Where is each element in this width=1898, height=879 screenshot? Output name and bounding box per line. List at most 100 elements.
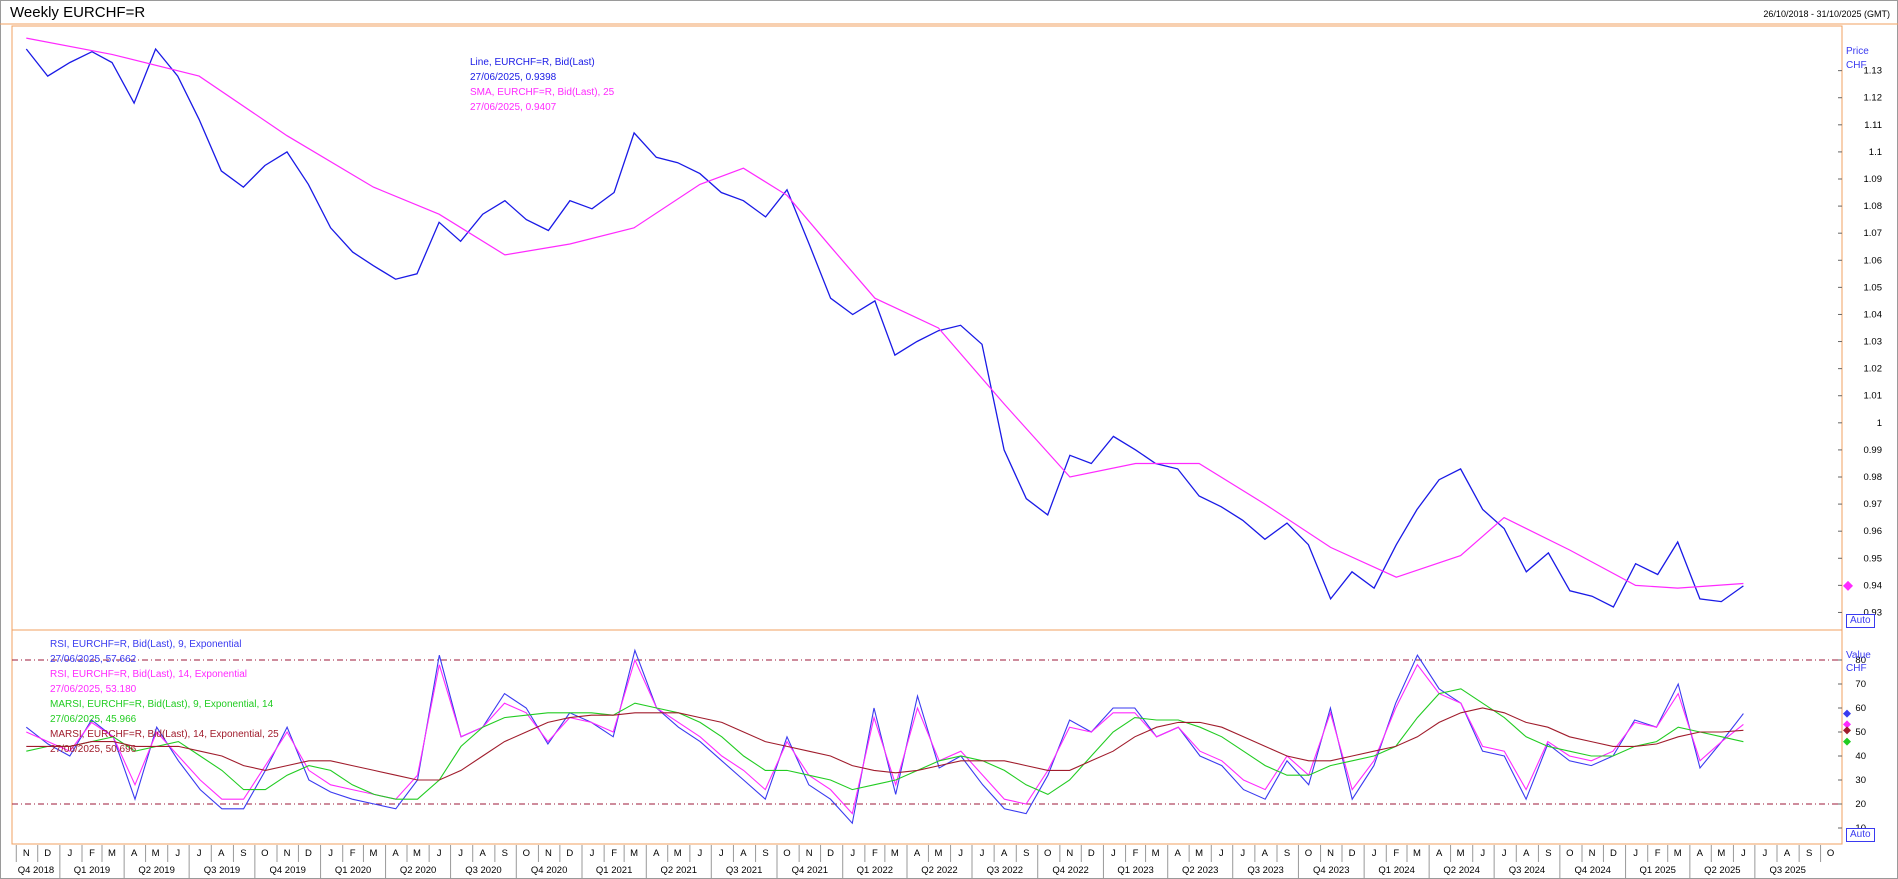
x-month-label: J — [1240, 848, 1245, 859]
rsi-legend-line: 27/06/2025, 45.966 — [50, 714, 137, 725]
x-quarter-label: Q4 2021 — [792, 865, 828, 876]
x-month-label: D — [1088, 848, 1095, 859]
price-legend: Line, EURCHF=R, Bid(Last) 27/06/2025, 0.9… — [470, 57, 615, 113]
x-month-label: M — [891, 848, 899, 859]
x-quarter-label: Q4 2020 — [531, 865, 567, 876]
x-month-label: O — [261, 848, 268, 859]
x-month-label: J — [1219, 848, 1224, 859]
rsi-auto-scale-button[interactable]: Auto — [1846, 828, 1875, 842]
x-month-label: S — [1545, 848, 1551, 859]
x-month-label: D — [44, 848, 51, 859]
x-month-label: A — [218, 848, 225, 859]
x-month-label: N — [284, 848, 291, 859]
price-tick-label: 1.07 — [1864, 228, 1883, 239]
rsi-last-marker — [1843, 726, 1851, 735]
last-value-markers — [1843, 580, 1853, 746]
x-month-label: O — [1044, 848, 1051, 859]
x-month-label: F — [1393, 848, 1399, 859]
price-tick-label: 1.01 — [1864, 391, 1883, 402]
x-month-label: A — [392, 848, 399, 859]
x-month-label: J — [1372, 848, 1377, 859]
rsi-legend: RSI, EURCHF=R, Bid(Last), 9, Exponential… — [50, 639, 279, 755]
rsi-tick-label: 40 — [1855, 751, 1866, 762]
x-quarter-label: Q1 2022 — [857, 865, 893, 876]
x-month-label: D — [566, 848, 573, 859]
price-tick-label: 0.93 — [1864, 607, 1883, 618]
rsi-legend-line: RSI, EURCHF=R, Bid(Last), 14, Exponentia… — [50, 669, 247, 680]
x-month-label: A — [1001, 848, 1008, 859]
x-month-label: J — [197, 848, 202, 859]
x-quarter-label: Q1 2021 — [596, 865, 632, 876]
x-month-label: O — [523, 848, 530, 859]
price-legend-line: SMA, EURCHF=R, Bid(Last), 25 — [470, 87, 615, 98]
rsi-panel — [11, 629, 1843, 845]
price-tick-label: 1.08 — [1864, 201, 1883, 212]
x-month-label: A — [1436, 848, 1443, 859]
marsi14-series — [26, 707, 1744, 781]
x-month-label: F — [611, 848, 617, 859]
x-quarter-label: Q1 2019 — [74, 865, 110, 876]
x-quarter-label: Q3 2019 — [204, 865, 240, 876]
date-range[interactable]: 26/10/2018 - 31/10/2025 (GMT) — [1763, 9, 1890, 19]
x-month-label: O — [783, 848, 790, 859]
rsi-tick-label: 60 — [1855, 703, 1866, 714]
price-axis-ticks: 1.13 1.12 1.11 1.1 1.09 1.08 1.07 1.06 1.05 1.04 1… — [1838, 66, 1883, 618]
x-month-label: J — [1762, 848, 1767, 859]
price-legend-line: 27/06/2025, 0.9407 — [470, 102, 557, 113]
x-month-label: F — [872, 848, 878, 859]
rsi-last-marker — [1843, 720, 1851, 729]
x-month-label: M — [108, 848, 116, 859]
x-quarter-label: Q4 2023 — [1313, 865, 1349, 876]
x-month-label: N — [1066, 848, 1073, 859]
price-tick-label: 1.03 — [1864, 337, 1883, 348]
x-month-label: S — [1806, 848, 1812, 859]
x-month-label: M — [1195, 848, 1203, 859]
x-month-label: A — [740, 848, 747, 859]
rsi-legend-line: RSI, EURCHF=R, Bid(Last), 9, Exponential — [50, 639, 241, 650]
price-line-series — [25, 47, 1744, 608]
x-quarter-label: Q2 2021 — [661, 865, 697, 876]
x-month-label: A — [480, 848, 487, 859]
x-month-label: J — [1502, 848, 1507, 859]
x-month-label: M — [1674, 848, 1682, 859]
price-tick-label: 0.96 — [1864, 526, 1883, 537]
x-month-label: J — [850, 848, 855, 859]
x-quarter-label: Q4 2019 — [269, 865, 305, 876]
x-month-label: J — [980, 848, 985, 859]
x-month-label: M — [1717, 848, 1725, 859]
x-month-label: M — [1152, 848, 1160, 859]
x-quarter-label: Q1 2020 — [335, 865, 371, 876]
price-auto-scale-button[interactable]: Auto — [1846, 614, 1875, 628]
x-quarter-label: Q3 2020 — [465, 865, 501, 876]
x-month-label: M — [1413, 848, 1421, 859]
x-quarter-label: Q3 2022 — [987, 865, 1023, 876]
x-month-label: D — [305, 848, 312, 859]
x-quarter-label: Q2 2019 — [138, 865, 174, 876]
x-month-label: O — [1566, 848, 1573, 859]
price-tick-label: 0.97 — [1864, 499, 1883, 510]
price-series-group — [25, 37, 1744, 608]
x-month-label: O — [1827, 848, 1834, 859]
x-month-label: M — [674, 848, 682, 859]
sma-line-series — [26, 37, 1744, 589]
price-tick-label: 1.13 — [1864, 66, 1883, 77]
price-panel — [11, 25, 1843, 631]
rsi-tick-label: 80 — [1855, 655, 1866, 666]
x-month-label: F — [1133, 848, 1139, 859]
x-month-label: A — [1784, 848, 1791, 859]
x-month-label: A — [131, 848, 138, 859]
x-month-label: J — [1480, 848, 1485, 859]
rsi-last-marker — [1843, 737, 1851, 746]
x-quarter-label: Q3 2025 — [1769, 865, 1805, 876]
rsi-axis-title: Value — [1846, 650, 1871, 661]
x-month-label: J — [328, 848, 333, 859]
x-month-label: J — [175, 848, 180, 859]
x-month-label: J — [458, 848, 463, 859]
x-month-label: J — [437, 848, 442, 859]
rsi-legend-line: MARSI, EURCHF=R, Bid(Last), 9, Exponenti… — [50, 699, 274, 710]
x-quarter-label: Q2 2025 — [1704, 865, 1740, 876]
x-month-label: F — [350, 848, 356, 859]
x-quarter-label: Q3 2021 — [726, 865, 762, 876]
rsi-tick-label: 30 — [1855, 775, 1866, 786]
x-month-label: M — [1457, 848, 1465, 859]
